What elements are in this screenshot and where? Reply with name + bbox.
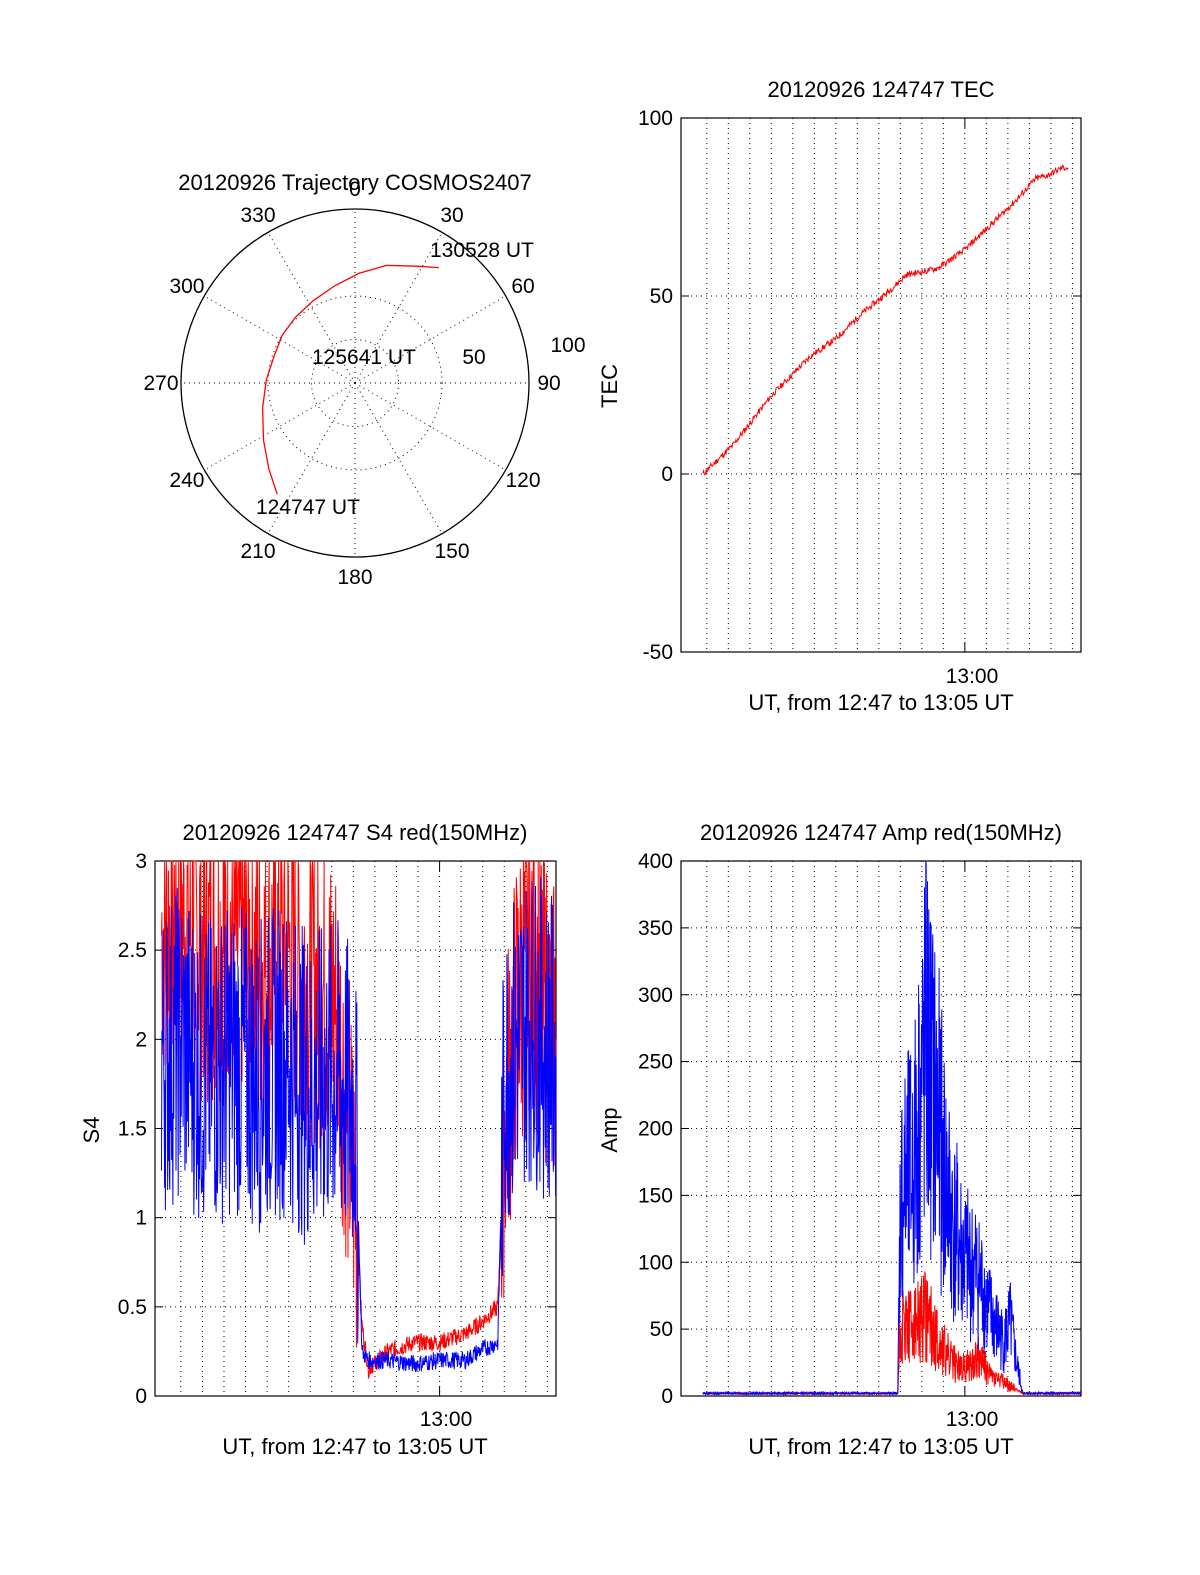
polar-spoke-30 xyxy=(354,232,443,384)
polar-angle-labels: 0 30 60 90 120 150 180 210 240 270 300 330 xyxy=(143,178,560,589)
amp-panel: 20120926 124747 Amp red(150MHz) Amp 13:0… xyxy=(597,820,1082,1459)
s4-title: 20120926 124747 S4 red(150MHz) xyxy=(183,820,528,845)
polar-angle-label-90: 90 xyxy=(537,372,560,395)
s4-ytick-label-0: 0 xyxy=(135,1385,147,1408)
amp-ytick-label-50: 50 xyxy=(650,1318,673,1341)
amp-frame xyxy=(680,860,1082,1397)
s4-ylabel: S4 xyxy=(79,1117,104,1144)
tec-panel: 20120926 124747 TEC TEC 13:00 UT, from 1… xyxy=(597,77,1082,715)
polar-angle-label-240: 240 xyxy=(169,469,204,492)
s4-ytick-label-1: 1 xyxy=(135,1207,147,1230)
s4-series-blue-line xyxy=(161,877,557,1373)
annotation-start: 124747 UT xyxy=(256,496,360,519)
amp-ytick-label-300: 300 xyxy=(638,984,673,1007)
polar-angle-label-180: 180 xyxy=(337,566,372,589)
s4-ytick-label-0.5: 0.5 xyxy=(118,1296,147,1319)
polar-radius-label-50: 50 xyxy=(462,346,485,369)
polar-angle-label-210: 210 xyxy=(240,540,275,563)
polar-angle-label-30: 30 xyxy=(440,204,463,227)
s4-series-red-line xyxy=(161,860,557,1380)
amp-title: 20120926 124747 Amp red(150MHz) xyxy=(700,820,1062,845)
tec-xtick-label: 13:00 xyxy=(946,665,999,688)
polar-radius-labels: 50 100 xyxy=(462,334,585,369)
tec-title: 20120926 124747 TEC xyxy=(767,77,994,102)
polar-outer-circle xyxy=(180,208,530,558)
s4-ytick-label-1.5: 1.5 xyxy=(118,1118,147,1141)
polar-grid xyxy=(180,208,530,558)
annotation-end: 130528 UT xyxy=(430,239,534,262)
s4-ytick-label-2.5: 2.5 xyxy=(118,939,147,962)
polar-angle-label-270: 270 xyxy=(143,372,178,395)
polar-spoke-150 xyxy=(354,382,443,534)
polar-ring-1 xyxy=(311,339,399,427)
tec-ytick-label-0: 0 xyxy=(661,463,673,486)
amp-ytick-label-0: 0 xyxy=(661,1385,673,1408)
amp-series-red-line xyxy=(702,1270,1082,1397)
amp-ylabel: Amp xyxy=(597,1107,622,1152)
tec-ylabel: TEC xyxy=(597,364,622,408)
polar-spoke-240 xyxy=(204,382,356,471)
polar-angle-label-330: 330 xyxy=(240,204,275,227)
trajectory-line xyxy=(261,264,439,495)
tec-ytick-label-50: 50 xyxy=(650,285,673,308)
polar-spoke-300 xyxy=(204,295,356,384)
s4-xlabel: UT, from 12:47 to 13:05 UT xyxy=(222,1434,487,1459)
annotation-middle: 125641 UT xyxy=(312,346,416,369)
tec-xlabel: UT, from 12:47 to 13:05 UT xyxy=(748,690,1013,715)
amp-grid xyxy=(681,860,1081,1397)
amp-xtick-label: 13:00 xyxy=(946,1408,999,1431)
polar-spoke-330 xyxy=(267,232,356,384)
polar-angle-label-60: 60 xyxy=(511,275,534,298)
polar-spoke-120 xyxy=(354,382,506,471)
amp-ytick-label-200: 200 xyxy=(638,1118,673,1141)
s4-ytick-label-2: 2 xyxy=(135,1028,147,1051)
amp-ytick-label-400: 400 xyxy=(638,850,673,873)
polar-angle-label-150: 150 xyxy=(434,540,469,563)
polar-trajectory-panel: 20120926 Trajectory COSMOS2407 0 30 60 90 12… xyxy=(143,170,585,589)
amp-ytick-label-250: 250 xyxy=(638,1051,673,1074)
polar-title: 20120926 Trajectory COSMOS2407 xyxy=(178,170,531,195)
polar-angle-label-300: 300 xyxy=(169,275,204,298)
amp-ytick-label-150: 150 xyxy=(638,1184,673,1207)
tec-grid xyxy=(681,117,1081,653)
s4-xtick-label: 13:00 xyxy=(420,1408,473,1431)
amp-xlabel: UT, from 12:47 to 13:05 UT xyxy=(748,1434,1013,1459)
tec-ytick-label-100: 100 xyxy=(638,107,673,130)
amp-ytick-label-100: 100 xyxy=(638,1251,673,1274)
polar-radius-label-100: 100 xyxy=(550,334,585,357)
s4-panel: 20120926 124747 S4 red(150MHz) S4 13:00 … xyxy=(79,820,557,1459)
tec-frame xyxy=(680,117,1082,653)
tec-series-red-line xyxy=(702,163,1069,476)
amp-ytick-label-350: 350 xyxy=(638,917,673,940)
s4-ytick-label-3: 3 xyxy=(135,850,147,873)
amp-series-blue-line xyxy=(702,860,1082,1397)
polar-spoke-60 xyxy=(354,295,506,384)
polar-ring-0 xyxy=(267,295,443,471)
tec-ytick-label--50: -50 xyxy=(643,641,673,664)
polar-angle-label-120: 120 xyxy=(505,469,540,492)
polar-angle-label-0: 0 xyxy=(349,178,361,201)
polar-spoke-210 xyxy=(267,382,356,534)
